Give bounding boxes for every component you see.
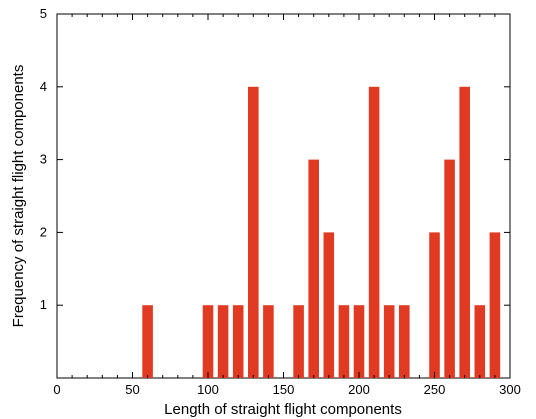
bar-280 <box>474 305 486 378</box>
y-tick-label: 2 <box>40 224 47 239</box>
bar-180 <box>323 232 335 378</box>
x-axis-ticks: 0 50 100 150 200 250 300 <box>53 14 521 397</box>
bars-group <box>142 86 501 379</box>
x-tick-label: 100 <box>197 382 219 397</box>
bar-110 <box>217 305 229 378</box>
plot-frame <box>56 13 511 379</box>
bar-140 <box>263 305 274 378</box>
bar-60 <box>142 305 153 378</box>
x-tick-label: 50 <box>125 382 139 397</box>
y-tick-label: 3 <box>40 152 47 167</box>
x-axis-label: Length of straight flight components <box>164 401 402 418</box>
y-tick-label: 4 <box>40 79 47 94</box>
bar-210 <box>368 86 380 379</box>
bar-290 <box>489 232 501 378</box>
bar-120 <box>232 305 244 378</box>
bar-250 <box>429 232 440 378</box>
bar-220 <box>383 305 395 378</box>
x-tick-label: 150 <box>273 382 295 397</box>
bar-100 <box>202 305 214 378</box>
bar-270 <box>459 86 470 379</box>
bar-260 <box>444 159 455 378</box>
bar-190 <box>338 305 350 378</box>
y-tick-label: 5 <box>40 6 47 21</box>
bar-200 <box>353 305 365 378</box>
x-tick-label: 0 <box>53 382 60 397</box>
bar-160 <box>293 305 304 378</box>
x-tick-label: 200 <box>348 382 370 397</box>
bar-230 <box>399 305 410 378</box>
x-tick-label: 300 <box>499 382 521 397</box>
y-tick-label: 1 <box>40 297 47 312</box>
x-tick-label: 250 <box>424 382 446 397</box>
y-axis-ticks: 1 2 3 4 5 <box>40 6 510 312</box>
bar-170 <box>308 159 319 378</box>
y-axis-label: Frequency of straight flight components <box>10 65 27 328</box>
bar-130 <box>248 86 259 379</box>
